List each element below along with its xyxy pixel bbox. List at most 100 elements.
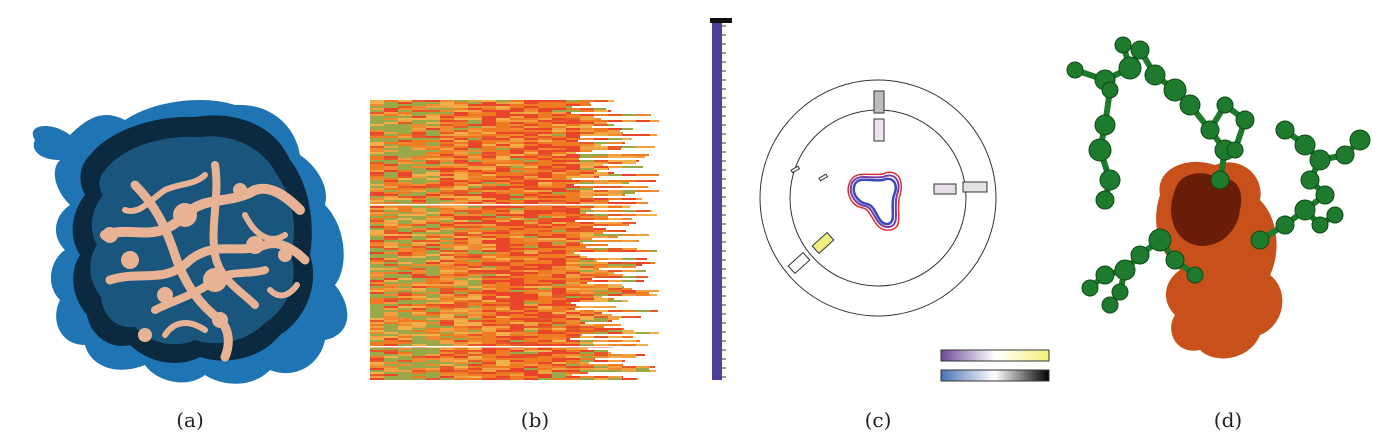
heatmap-cell [510,118,524,120]
heatmap-cell [524,152,538,154]
heatmap-cell [524,202,538,204]
heatmap-cell [538,262,552,264]
heatmap-cell [580,324,594,326]
heatmap-cell [384,372,398,374]
heatmap-cell [398,306,412,308]
heatmap-cell [454,320,468,322]
panel-b-heatmap [370,100,670,382]
sector-marker-small-2[interactable] [818,173,829,182]
heatmap-cell [454,196,468,198]
heatmap-cell [370,110,384,112]
heatmap-cell [510,334,524,336]
heatmap-cell [552,190,566,192]
timeline-bar[interactable] [710,16,736,382]
heatmap-cell [440,290,454,292]
heatmap-cell [566,280,580,282]
heatmap-cell [426,114,440,116]
heatmap-cell [510,242,524,244]
sector-marker-top-inner[interactable] [873,118,885,142]
heatmap-cell [468,148,482,150]
sector-marker-lower-left-inner[interactable] [811,231,835,255]
heatmap-cell [496,258,510,260]
heatmap-cell [496,112,510,114]
timeline-handle[interactable] [710,18,732,23]
heatmap-cell [426,206,440,208]
heatmap-cell [594,164,603,166]
heatmap-cell [566,138,580,140]
heatmap-cell [440,358,454,360]
heatmap-cell [608,286,622,288]
heatmap-cell [580,194,594,196]
heatmap-cell [580,340,594,342]
heatmap-cell [510,226,524,228]
timeline-track[interactable] [712,20,722,380]
heatmap-cell [608,276,622,278]
heatmap-cell [496,214,510,216]
sector-marker-lower-left-outer[interactable] [787,251,811,275]
heatmap-cell [580,202,594,204]
heatmap-cell [552,280,566,282]
heatmap-cell [608,124,614,126]
heatmap-cell [482,364,496,366]
heatmap-cell [552,268,566,270]
sector-marker-right-inner[interactable] [933,183,957,195]
heatmap-cell [538,150,552,152]
heatmap-cell [580,228,594,230]
heatmap-cell [538,208,552,210]
heatmap-cell [398,296,412,298]
heatmap-cell [482,242,496,244]
heatmap-cell [636,264,642,266]
heatmap-cell [482,300,496,302]
heatmap-cell [384,136,398,138]
heatmap-cell [496,172,510,174]
heatmap-cell [524,246,538,248]
heatmap-cell [566,322,580,324]
heatmap-cell [510,256,524,258]
heatmap [370,100,670,380]
heatmap-cell [468,262,482,264]
heatmap-cell [566,148,580,150]
heatmap-cell [566,270,580,272]
heatmap-cell [426,250,440,252]
heatmap-cell [384,282,398,284]
heatmap-cell [510,182,524,184]
heatmap-cell [608,146,622,148]
heatmap-cell [426,180,440,182]
heatmap-cell [580,196,593,198]
heatmap-cell [412,244,426,246]
heatmap-cell [496,194,510,196]
heatmap-cell [594,292,608,294]
heatmap-cell [398,112,412,114]
heatmap-cell [440,232,454,234]
heatmap-cell [510,246,524,248]
heatmap-cell [538,296,552,298]
heatmap-cell [496,110,510,112]
heatmap-cell [538,372,552,374]
heatmap-cell [510,310,524,312]
heatmap-cell [440,320,454,322]
heatmap-cell [468,314,482,316]
heatmap-cell [594,146,608,148]
heatmap-cell [370,226,384,228]
sector-marker-right-outer[interactable] [962,181,988,193]
heatmap-cell [608,110,611,112]
heatmap-cell [566,316,580,318]
heatmap-separator [370,204,670,206]
heatmap-cell [482,212,496,214]
heatmap-cell [510,338,524,340]
heatmap-cell [608,218,622,220]
sector-marker-top-outer[interactable] [873,90,885,114]
heatmap-cell [454,368,468,370]
sector-marker-small-1[interactable] [790,165,801,174]
heatmap-cell [580,256,587,258]
heatmap-cell [482,152,496,154]
heatmap-cell [412,172,426,174]
heatmap-cell [552,106,566,108]
heatmap-cell [538,186,552,188]
heatmap-cell [468,234,482,236]
heatmap-cell [622,234,636,236]
heatmap-cell [496,168,510,170]
heatmap-cell [468,192,482,194]
heatmap-cell [454,146,468,148]
heatmap-cell [426,110,440,112]
